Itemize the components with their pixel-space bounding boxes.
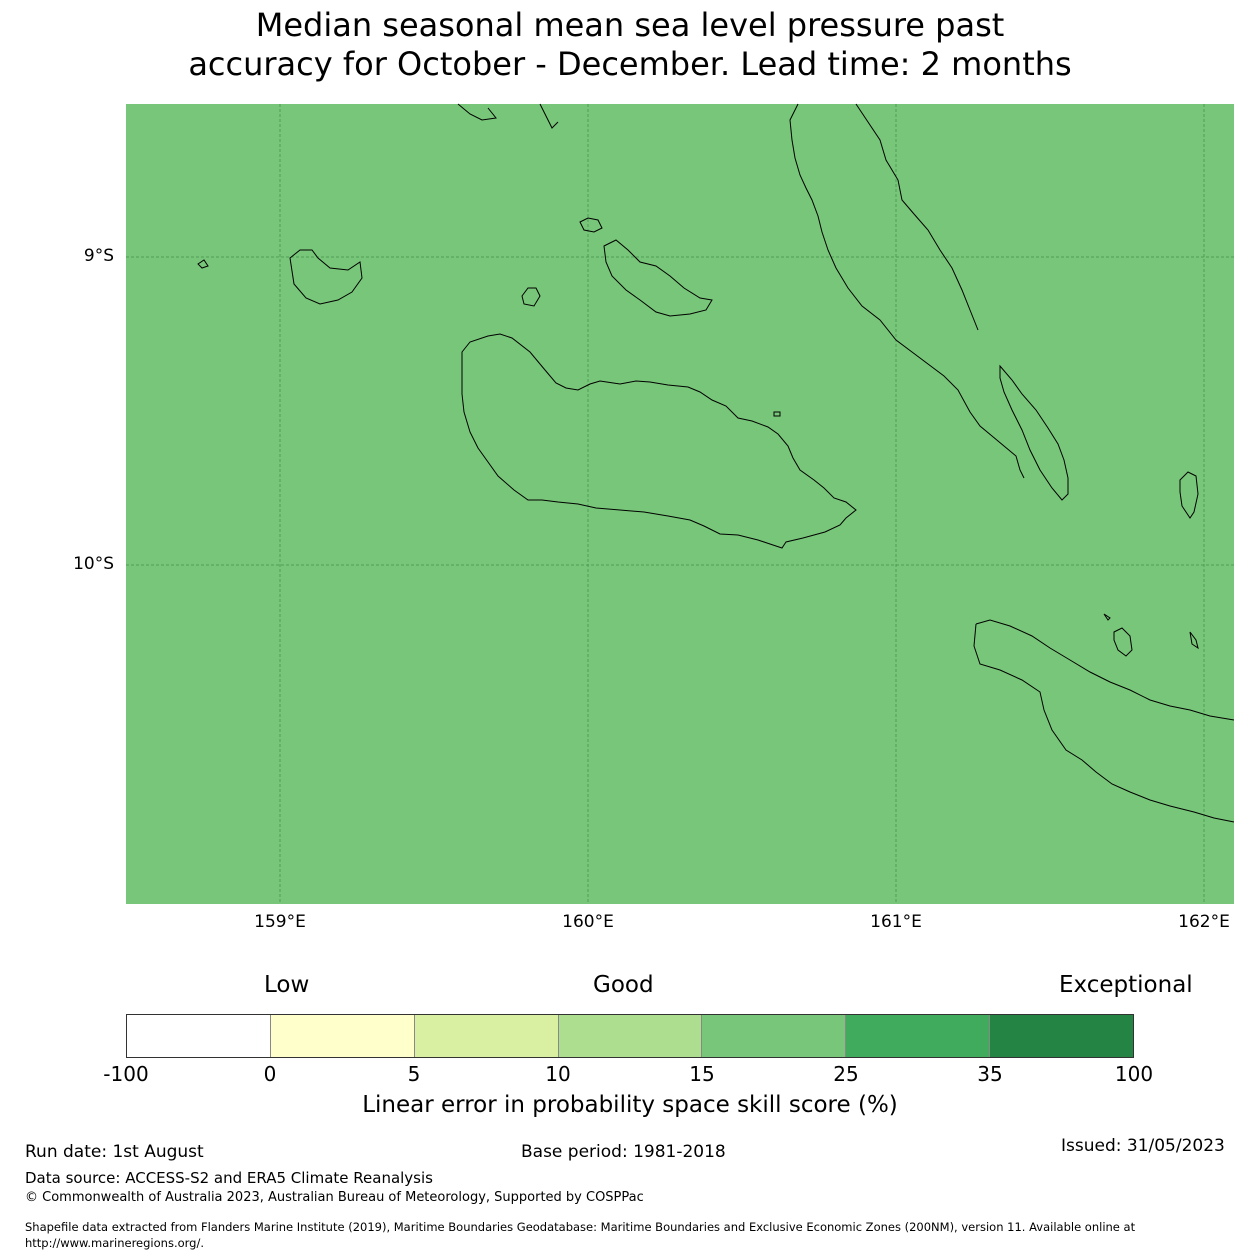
- colorbar-tick: 0: [263, 1062, 277, 1086]
- coast-nggela-north: [457, 103, 559, 129]
- coast-islet-3: [1179, 471, 1199, 519]
- colorbar-category-exceptional: Exceptional: [1059, 972, 1193, 998]
- colorbar: [126, 1014, 1134, 1058]
- colorbar-label: Linear error in probability space skill …: [362, 1092, 898, 1118]
- colorbar-tick: 10: [545, 1062, 571, 1086]
- coast-florida: [603, 239, 713, 317]
- run-date: Run date: 1st August: [25, 1142, 204, 1162]
- coast-isabel: [789, 103, 1025, 479]
- shapefile-credit-line-2: http://www.marineregions.org/.: [25, 1236, 204, 1250]
- colorbar-segment-1: [127, 1015, 271, 1057]
- colorbar-segment-3: [414, 1015, 559, 1057]
- lon-label-162e: 162°E: [1178, 912, 1230, 932]
- lon-label-160e: 160°E: [562, 912, 614, 932]
- colorbar-segment-7: [990, 1015, 1134, 1057]
- coast-islet-1: [579, 217, 603, 233]
- issued-date: Issued: 31/05/2023: [1061, 1136, 1225, 1156]
- map-background: [126, 104, 1234, 904]
- data-source: Data source: ACCESS-S2 and ERA5 Climate …: [25, 1169, 433, 1187]
- colorbar-segment-6: [846, 1015, 991, 1057]
- colorbar-tick: 5: [407, 1062, 421, 1086]
- copyright: © Commonwealth of Australia 2023, Austra…: [25, 1190, 644, 1205]
- title-line-2: accuracy for October - December. Lead ti…: [188, 45, 1072, 83]
- coast-makira: [973, 619, 1235, 823]
- map-panel: [126, 103, 1235, 904]
- colorbar-segment-5: [702, 1015, 847, 1057]
- coast-islet-6: [1103, 613, 1111, 621]
- base-period: Base period: 1981-2018: [521, 1142, 726, 1162]
- shapefile-credit-line-1: Shapefile data extracted from Flanders M…: [25, 1220, 1136, 1234]
- coast-islet-7: [773, 411, 781, 417]
- lat-label-10s: 10°S: [73, 554, 114, 574]
- colorbar-segment-2: [270, 1015, 415, 1057]
- coast-isabel-east: [855, 103, 979, 331]
- coast-islet-4: [1113, 627, 1133, 657]
- title-line-1: Median seasonal mean sea level pressure …: [255, 6, 1005, 44]
- lat-label-9s: 9°S: [83, 246, 114, 266]
- colorbar-tick: 25: [833, 1062, 859, 1086]
- colorbar-category-good: Good: [593, 972, 654, 998]
- coast-russell: [289, 249, 363, 305]
- colorbar-tick: 100: [1114, 1062, 1154, 1086]
- graticule: [126, 104, 1234, 904]
- colorbar-tick: 35: [977, 1062, 1003, 1086]
- coast-savo: [521, 287, 541, 307]
- coast-guadalcanal: [461, 333, 857, 549]
- colorbar-segment-4: [558, 1015, 703, 1057]
- colorbar-tick: 15: [689, 1062, 715, 1086]
- coast-islet-5: [1189, 631, 1199, 650]
- colorbar-tick: -100: [103, 1062, 149, 1086]
- lon-label-161e: 161°E: [870, 912, 922, 932]
- coast-malaita: [999, 364, 1069, 501]
- colorbar-category-low: Low: [264, 972, 310, 998]
- coast-islet-2: [197, 259, 209, 269]
- coastlines: [197, 103, 1235, 823]
- lon-label-159e: 159°E: [254, 912, 306, 932]
- chart-title: Median seasonal mean sea level pressure …: [0, 6, 1260, 84]
